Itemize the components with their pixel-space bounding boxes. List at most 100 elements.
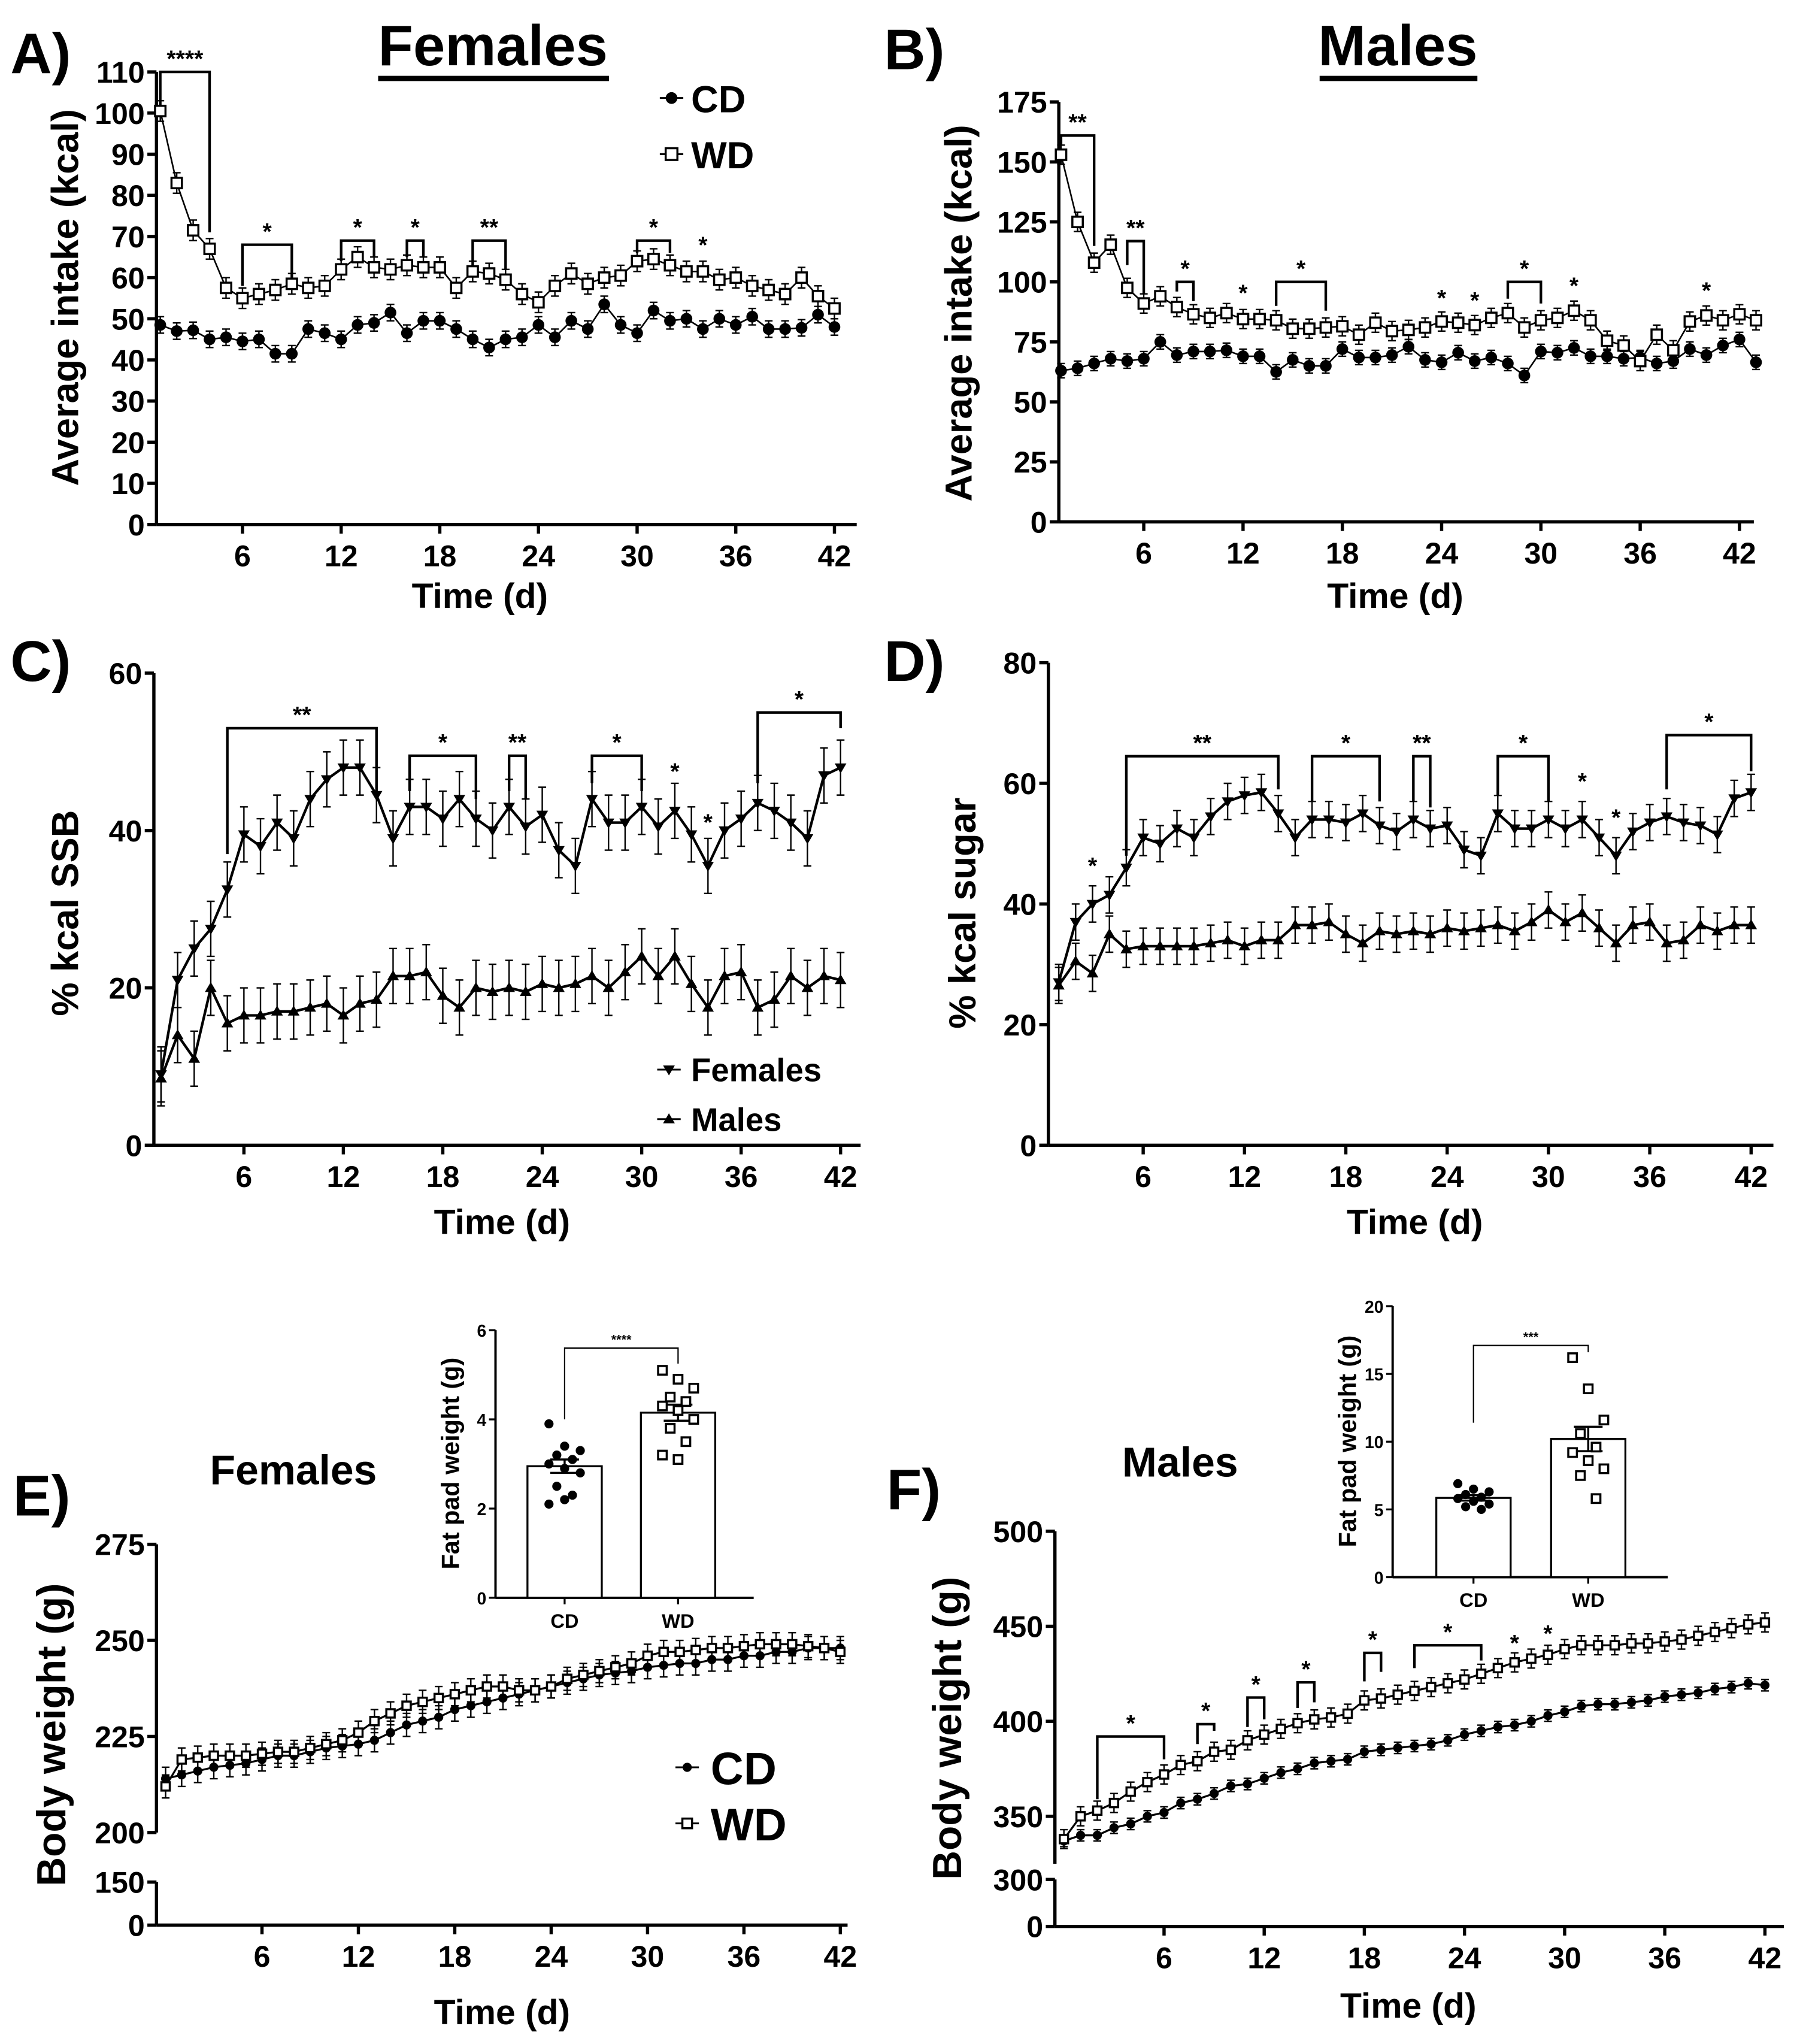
x-tick-label: 18: [1326, 537, 1359, 570]
significance-label: **: [1126, 216, 1145, 241]
data-point: [1617, 339, 1630, 352]
significance-label: **: [1413, 731, 1431, 756]
data-point: [285, 277, 298, 290]
x-axis-label: Time (d): [434, 1203, 571, 1241]
significance-label: *: [1296, 256, 1306, 282]
data-point: [1359, 1695, 1370, 1706]
data-point: [594, 1666, 605, 1677]
x-tick-label: 24: [535, 1940, 568, 1973]
significance-star: *: [1543, 1621, 1553, 1647]
significance-bracket: [405, 239, 425, 258]
data-point: [1410, 1741, 1419, 1751]
significance-bracket: [1506, 280, 1543, 304]
data-point: [1125, 1786, 1136, 1797]
data-point: [470, 814, 482, 825]
significance-label: *: [1181, 256, 1190, 282]
data-point: [1402, 341, 1415, 353]
series-females: [1053, 773, 1757, 1001]
data-point: [1407, 815, 1420, 826]
data-point: [663, 259, 677, 272]
y-axis-label: % kcal SSB: [45, 810, 87, 1016]
y-tick-label: 20: [1365, 1297, 1383, 1316]
data-point: [1306, 815, 1318, 826]
data-point: [1336, 320, 1349, 333]
data-point: [1492, 919, 1504, 929]
data-point: [1435, 356, 1448, 368]
y-tick-label: 200: [95, 1816, 145, 1850]
data-point: [170, 177, 183, 190]
data-point: [1259, 1729, 1269, 1740]
significance-label: *: [1443, 1620, 1453, 1646]
data-point: [1667, 355, 1680, 367]
series-line: [1063, 1682, 1765, 1842]
data-point: [1593, 1699, 1603, 1709]
data-point: [1485, 352, 1498, 364]
data-point: [1525, 824, 1538, 835]
significance-label: **: [293, 702, 311, 728]
data-point: [453, 1001, 465, 1012]
significance-bracket: [471, 239, 507, 269]
data-point: [177, 1770, 187, 1780]
data-point: [729, 271, 743, 284]
data-point: [271, 1006, 283, 1016]
data-point: [1170, 301, 1183, 314]
data-point: [834, 763, 847, 774]
x-tick-label: 12: [327, 1160, 360, 1194]
data-point: [1492, 1663, 1504, 1674]
data-point: [1120, 864, 1132, 874]
significance-star: *: [1702, 278, 1711, 304]
data-point: [1535, 346, 1547, 358]
data-point: [1643, 1638, 1654, 1649]
data-point: [795, 271, 808, 284]
y-tick-label: 150: [997, 146, 1047, 179]
y-tick-label: 0: [1374, 1568, 1384, 1587]
data-point: [1728, 919, 1740, 929]
data-point: [1325, 1712, 1337, 1723]
data-point: [1088, 358, 1100, 370]
data-point: [553, 982, 565, 992]
data-point: [1292, 1718, 1303, 1729]
data-point: [762, 283, 775, 296]
data-point: [544, 1419, 554, 1429]
x-tick-label: 36: [1648, 1941, 1681, 1975]
data-point: [171, 976, 184, 986]
data-point: [1552, 347, 1563, 359]
legend-label: CD: [691, 79, 746, 121]
category-label: CD: [550, 1610, 578, 1632]
data-point: [503, 803, 515, 813]
data-point: [1075, 1830, 1086, 1840]
x-tick-label: 6: [1135, 537, 1152, 570]
data-point: [1205, 937, 1217, 947]
data-point: [1458, 925, 1470, 935]
y-axis-label: Fat pad weight (g): [437, 1358, 465, 1570]
data-point: [385, 1708, 396, 1719]
significance-label: *: [1519, 731, 1528, 756]
data-point: [702, 862, 714, 872]
y-tick-label: 90: [111, 138, 145, 172]
data-point: [1453, 1479, 1463, 1489]
data-point: [532, 296, 545, 309]
data-point: [1137, 940, 1149, 950]
data-point: [1342, 1708, 1353, 1719]
data-point: [253, 333, 265, 346]
data-point: [1255, 788, 1268, 798]
data-point: [614, 319, 627, 331]
data-point: [187, 324, 199, 337]
category-label: CD: [1459, 1589, 1487, 1611]
data-point: [575, 1446, 585, 1455]
y-tick-label: 75: [1014, 326, 1047, 359]
y-axis-label: Body weight (g): [29, 1583, 74, 1886]
data-point: [1159, 1769, 1169, 1780]
x-tick-label: 18: [426, 1160, 460, 1194]
data-point: [1693, 1630, 1704, 1642]
data-point: [1750, 314, 1762, 327]
y-tick-label: 5: [1374, 1500, 1384, 1519]
data-point: [1340, 928, 1352, 938]
data-point: [1710, 1627, 1720, 1637]
significance-bracket: [508, 754, 528, 800]
panel-letter: A): [10, 22, 71, 86]
data-point: [647, 253, 660, 266]
data-point: [1242, 1735, 1253, 1746]
data-point: [536, 978, 549, 988]
data-point: [635, 950, 648, 961]
